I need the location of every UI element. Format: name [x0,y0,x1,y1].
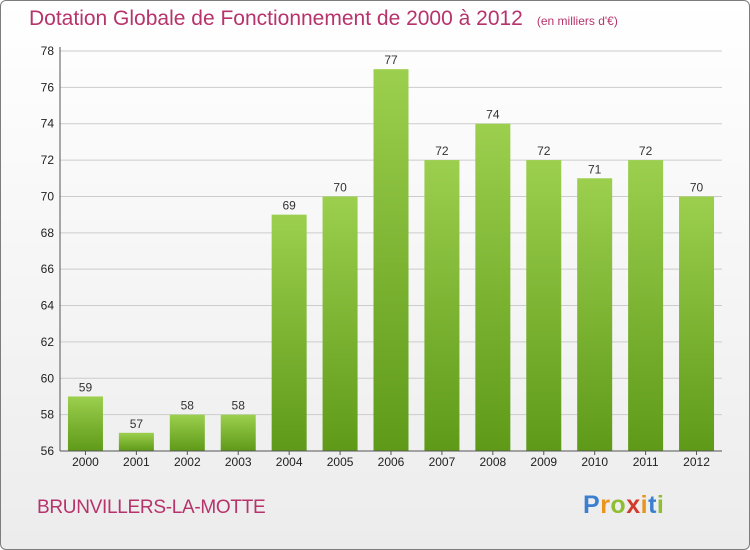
bar-2005 [322,196,358,451]
data-label-2008: 74 [486,108,500,122]
y-tick-label: 64 [41,299,55,313]
data-label-2001: 57 [130,417,144,431]
x-tick-label: 2004 [276,455,303,469]
x-tick-label: 2000 [72,455,99,469]
data-label-2011: 72 [639,144,653,158]
x-tick-label: 2003 [225,455,252,469]
data-label-2007: 72 [435,144,449,158]
data-label-2002: 58 [181,399,195,413]
chart-title-text: Dotation Globale de Fonctionnement de 20… [29,7,523,30]
x-tick-label: 2010 [581,455,608,469]
bar-2000 [67,396,103,451]
y-tick-label: 78 [41,44,55,58]
y-tick-label: 76 [41,80,55,94]
x-tick-label: 2007 [429,455,456,469]
data-label-2010: 71 [588,162,602,176]
bar-2008 [475,123,511,452]
bar-2012 [679,196,715,451]
x-tick-label: 2005 [327,455,354,469]
x-tick-label: 2008 [479,455,506,469]
bar-2006 [373,69,409,451]
y-tick-label: 56 [41,444,55,458]
bar-2001 [118,432,154,451]
data-label-2000: 59 [79,380,93,394]
proxiti-logo: Proxiti [583,491,665,519]
data-label-2006: 77 [384,53,398,67]
x-tick-label: 2001 [123,455,150,469]
axes [59,47,722,455]
y-tick-label: 66 [41,262,55,276]
bar-2002 [169,414,205,451]
commune-name: BRUNVILLERS-LA-MOTTE [37,497,266,518]
bar-2009 [526,160,562,451]
data-label-2005: 70 [333,180,347,194]
x-tick-label: 2012 [683,455,710,469]
data-label-2003: 58 [232,399,246,413]
chart-unit: (en milliers d'€) [536,14,618,28]
bar-2010 [577,178,613,452]
y-tick-label: 70 [41,189,55,203]
data-label-2009: 72 [537,144,551,158]
y-tick-label: 60 [41,371,55,385]
y-tick-label: 72 [41,153,55,167]
x-tick-label: 2002 [174,455,201,469]
data-label-2004: 69 [282,199,296,213]
chart-title: Dotation Globale de Fonctionnement de 20… [29,7,618,31]
data-label-2012: 70 [690,180,704,194]
bar-2007 [424,160,460,451]
x-tick-label: 2011 [633,455,659,469]
bar-2011 [628,160,664,451]
bars [67,69,715,452]
x-tick-label: 2006 [378,455,405,469]
x-tick-label: 2009 [530,455,557,469]
y-tick-label: 74 [41,117,55,131]
labels: 56 58 60 62 64 66 68 70 72 74 76 78 59 2000 57 2001 58 20… [41,44,711,469]
y-tick-label: 68 [41,226,55,240]
bar-2003 [220,414,256,451]
bar-2004 [271,214,307,451]
y-tick-label: 62 [41,335,55,349]
y-tick-label: 58 [41,408,55,422]
